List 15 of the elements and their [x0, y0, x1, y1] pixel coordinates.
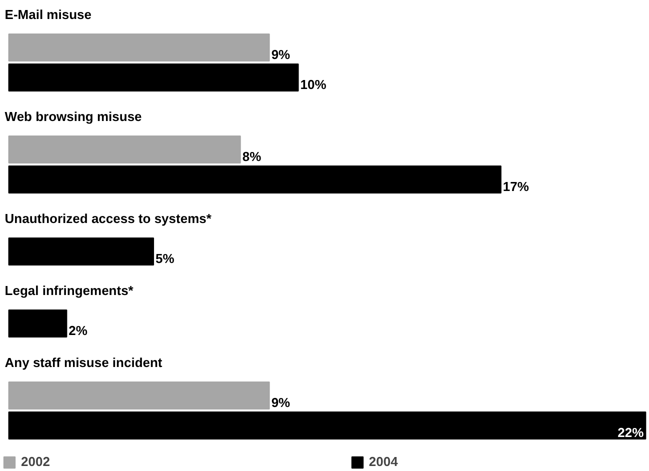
- data-label: 9%: [271, 395, 291, 410]
- data-label: 22%: [618, 425, 644, 440]
- y-tick-label: E-Mail misuse: [4, 7, 92, 22]
- data-label: 17%: [502, 179, 530, 194]
- legend-label: 2002: [21, 454, 50, 469]
- legend-label: 2004: [368, 454, 398, 469]
- data-label: 5%: [156, 251, 175, 266]
- data-label: 8%: [242, 149, 262, 164]
- y-tick-label: Any staff misuse incident: [4, 355, 163, 370]
- data-label: 2%: [68, 323, 88, 338]
- y-tick-label: Legal infringements*: [4, 283, 134, 298]
- y-tick-label: Web browsing misuse: [4, 109, 142, 124]
- y-tick-label: Unauthorized access to systems*: [4, 211, 212, 226]
- data-label: 9%: [271, 47, 291, 62]
- data-label: 10%: [300, 77, 327, 92]
